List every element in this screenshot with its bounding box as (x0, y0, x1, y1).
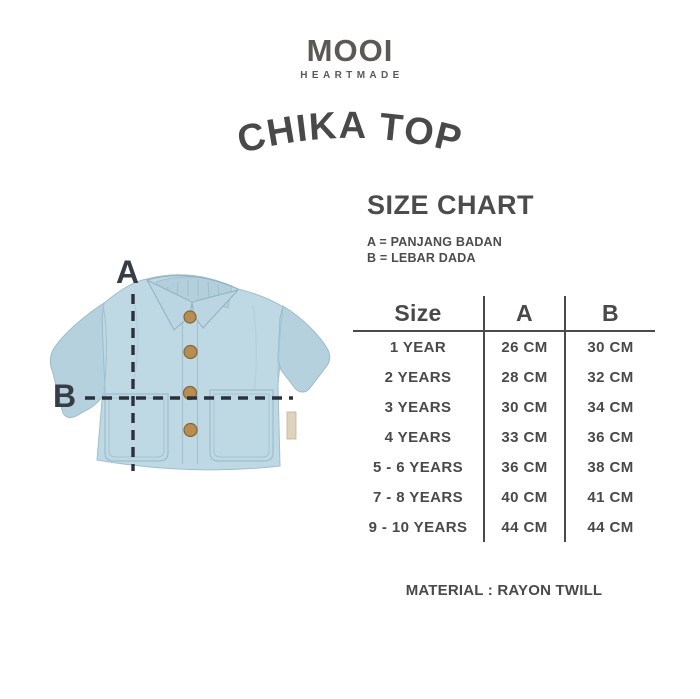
size-cell: 9 - 10 YEARS (368, 518, 468, 536)
brand-logo: MOOI HEARTMADE (0, 35, 700, 81)
brand-tagline: HEARTMADE (300, 70, 404, 81)
b-cell: 32 CM (564, 362, 655, 392)
product-title: CHIKA TOP (233, 105, 467, 162)
size-cell: 1 YEAR (389, 338, 447, 356)
product-title-text: CHIKA TOP (233, 105, 465, 162)
size-legend: A = PANJANG BADAN B = LEBAR DADA (367, 234, 502, 266)
a-cell: 26 CM (483, 332, 564, 362)
a-cell: 28 CM (483, 362, 564, 392)
legend-line-b: B = LEBAR DADA (367, 251, 476, 265)
header-b: B (564, 296, 655, 332)
size-table: Size A B 1 YEAR 26 CM 30 CM 2 YEARS 28 C… (353, 296, 655, 542)
a-cell: 30 CM (483, 392, 564, 422)
b-cell: 38 CM (564, 452, 655, 482)
b-cell: 41 CM (564, 482, 655, 512)
legend-line-a: A = PANJANG BADAN (367, 235, 503, 249)
material-note: MATERIAL : RAYON TWILL (405, 582, 603, 599)
header-size: Size (353, 296, 483, 332)
brand-name: MOOI (306, 33, 394, 68)
shirt-right-pocket (209, 389, 274, 462)
shirt-placket (182, 300, 198, 464)
size-cell: 5 - 6 YEARS (373, 458, 463, 476)
shirt-left-sleeve (49, 302, 106, 419)
a-cell: 36 CM (483, 452, 564, 482)
shirt-left-pocket (104, 393, 169, 462)
a-cell: 44 CM (483, 512, 564, 542)
measure-label-b: B (53, 378, 77, 414)
size-cell: 2 YEARS (384, 368, 452, 386)
shirt-buttons (182, 310, 198, 438)
svg-text:CHIKA TOP: CHIKA TOP (233, 105, 467, 162)
shirt-right-sleeve (277, 305, 331, 393)
a-cell: 40 CM (483, 482, 564, 512)
size-cell: 3 YEARS (384, 398, 452, 416)
size-chart-heading: SIZE CHART (367, 190, 534, 220)
shirt-illustration (49, 274, 331, 471)
shirt-side-tag (286, 411, 297, 440)
header-a: A (483, 296, 564, 332)
a-cell: 33 CM (483, 422, 564, 452)
b-cell: 34 CM (564, 392, 655, 422)
b-cell: 30 CM (564, 332, 655, 362)
measure-label-a: A (116, 254, 140, 290)
size-cell: 4 YEARS (384, 428, 452, 446)
b-cell: 44 CM (564, 512, 655, 542)
b-cell: 36 CM (564, 422, 655, 452)
size-cell: 7 - 8 YEARS (373, 488, 463, 506)
